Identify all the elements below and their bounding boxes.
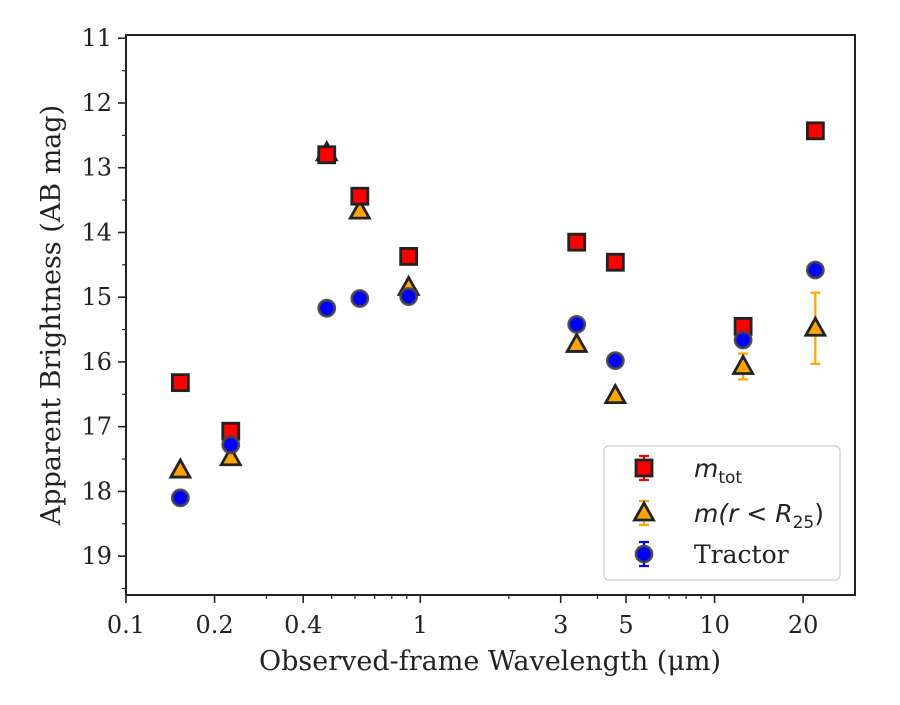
x-tick-label: 0.1 (107, 611, 145, 639)
triangle-point (218, 444, 243, 467)
legend-label-main: m (694, 454, 718, 483)
legend: mtot m(r < R25) Tractor (603, 445, 841, 581)
circle-point (399, 287, 419, 306)
circle-point (221, 435, 241, 455)
legend-label-main: m(r < R (694, 499, 793, 528)
y-tick-label: 18 (81, 477, 112, 505)
x-tick-label: 10 (699, 611, 730, 639)
square-point (317, 145, 337, 165)
square-point (567, 232, 587, 252)
y-tick-label: 15 (81, 283, 112, 311)
x-tick-label: 1 (413, 611, 428, 639)
circle-point (170, 488, 190, 508)
legend-square-marker (634, 458, 654, 478)
x-tick-label: 20 (788, 611, 819, 639)
square-point (399, 247, 419, 266)
x-axis-label: Observed-frame Wavelength (μm) (259, 646, 721, 677)
triangle-point (347, 198, 372, 220)
y-tick-label: 11 (81, 24, 112, 52)
triangle-point (168, 457, 193, 479)
x-tick-label: 0.4 (284, 611, 322, 639)
x-tick-label: 5 (618, 611, 633, 639)
marks-layer (168, 121, 828, 508)
circle-point (733, 330, 753, 350)
legend-label-subscript: 25 (793, 513, 815, 533)
legend-label: mtot (694, 454, 742, 488)
legend-label: Tractor (694, 540, 789, 569)
circle-point (567, 314, 587, 334)
square-point (605, 252, 625, 272)
triangle-point (564, 331, 589, 353)
circle-point (317, 298, 337, 318)
circle-point (350, 289, 370, 308)
legend-circle-marker (634, 544, 654, 564)
plot-frame (125, 34, 856, 596)
legend-label-subscript: tot (718, 468, 742, 488)
x-tick-label: 3 (553, 611, 568, 639)
circle-point (805, 260, 825, 280)
legend-box (603, 445, 841, 581)
y-tick-label: 19 (81, 542, 112, 570)
legend-label: m(r < R25) (694, 499, 824, 533)
triangle-point (803, 315, 828, 337)
triangle-point (603, 382, 628, 405)
y-tick-label: 14 (81, 218, 112, 246)
y-tick-label: 16 (81, 348, 112, 376)
circle-point (605, 351, 625, 371)
y-tick-label: 13 (81, 154, 112, 182)
legend-label-tail: ) (814, 499, 824, 528)
square-point (805, 121, 825, 141)
y-axis-label: Apparent Brightness (AB mag) (36, 105, 67, 526)
x-tick-label: 0.2 (196, 611, 234, 639)
square-point (170, 373, 190, 393)
square-point (350, 186, 370, 206)
y-tick-label: 12 (81, 89, 112, 117)
triangle-point (731, 353, 755, 375)
y-tick-label: 17 (81, 413, 112, 441)
legend-triangle-marker (632, 500, 656, 522)
